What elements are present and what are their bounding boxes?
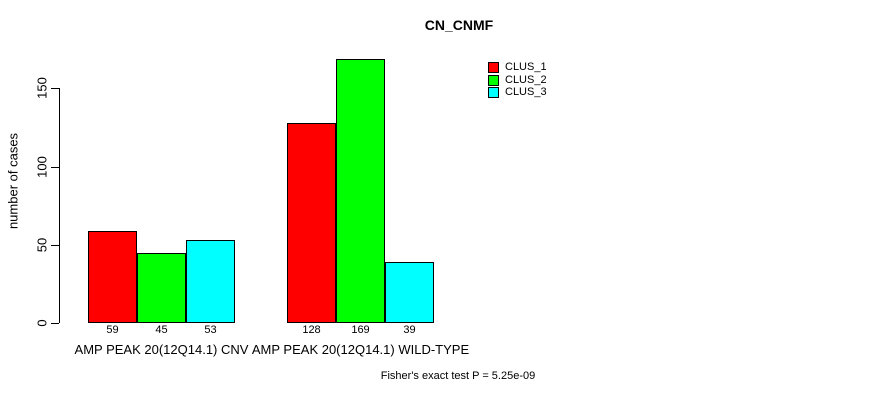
- bar-value-label: 59: [106, 324, 119, 336]
- y-tick-label: 150: [34, 77, 50, 99]
- y-tick: [51, 88, 59, 89]
- y-tick: [51, 245, 59, 246]
- bar-value-label: 45: [155, 324, 168, 336]
- y-tick: [51, 167, 59, 168]
- bar-value-label: 169: [351, 324, 370, 336]
- y-tick-label: 100: [34, 156, 50, 178]
- bar-value-label: 128: [302, 324, 321, 336]
- y-tick: [51, 323, 59, 324]
- y-tick-label: 50: [34, 237, 50, 253]
- x-category-label: AMP PEAK 20(12Q14.1) WILD-TYPE: [251, 342, 470, 357]
- y-tick-label: 0: [34, 319, 50, 327]
- bar-clus_3-group2: [385, 262, 434, 323]
- y-axis: [59, 88, 60, 323]
- bar-clus_3-group1: [186, 240, 235, 323]
- x-category-label: AMP PEAK 20(12Q14.1) CNV: [74, 342, 249, 357]
- bar-clus_1-group1: [88, 231, 137, 323]
- bar-clus_1-group2: [287, 123, 336, 323]
- chart-title: CN_CNMF: [424, 17, 494, 33]
- bar-value-label: 53: [204, 324, 217, 336]
- bar-clus_2-group1: [137, 253, 186, 323]
- bar-value-label: 39: [403, 324, 416, 336]
- annotation-text: Fisher's exact test P = 5.25e-09: [380, 370, 536, 382]
- bar-clus_2-group2: [336, 59, 385, 323]
